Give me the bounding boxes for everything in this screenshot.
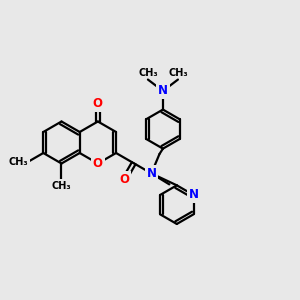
Text: N: N bbox=[158, 85, 168, 98]
Text: CH₃: CH₃ bbox=[52, 181, 71, 191]
Text: CH₃: CH₃ bbox=[138, 68, 158, 78]
Text: O: O bbox=[93, 157, 103, 170]
Text: O: O bbox=[119, 173, 129, 186]
Text: N: N bbox=[146, 167, 156, 180]
Text: N: N bbox=[188, 188, 199, 202]
Text: CH₃: CH₃ bbox=[168, 68, 188, 78]
Text: CH₃: CH₃ bbox=[9, 157, 28, 167]
Text: O: O bbox=[93, 97, 103, 110]
